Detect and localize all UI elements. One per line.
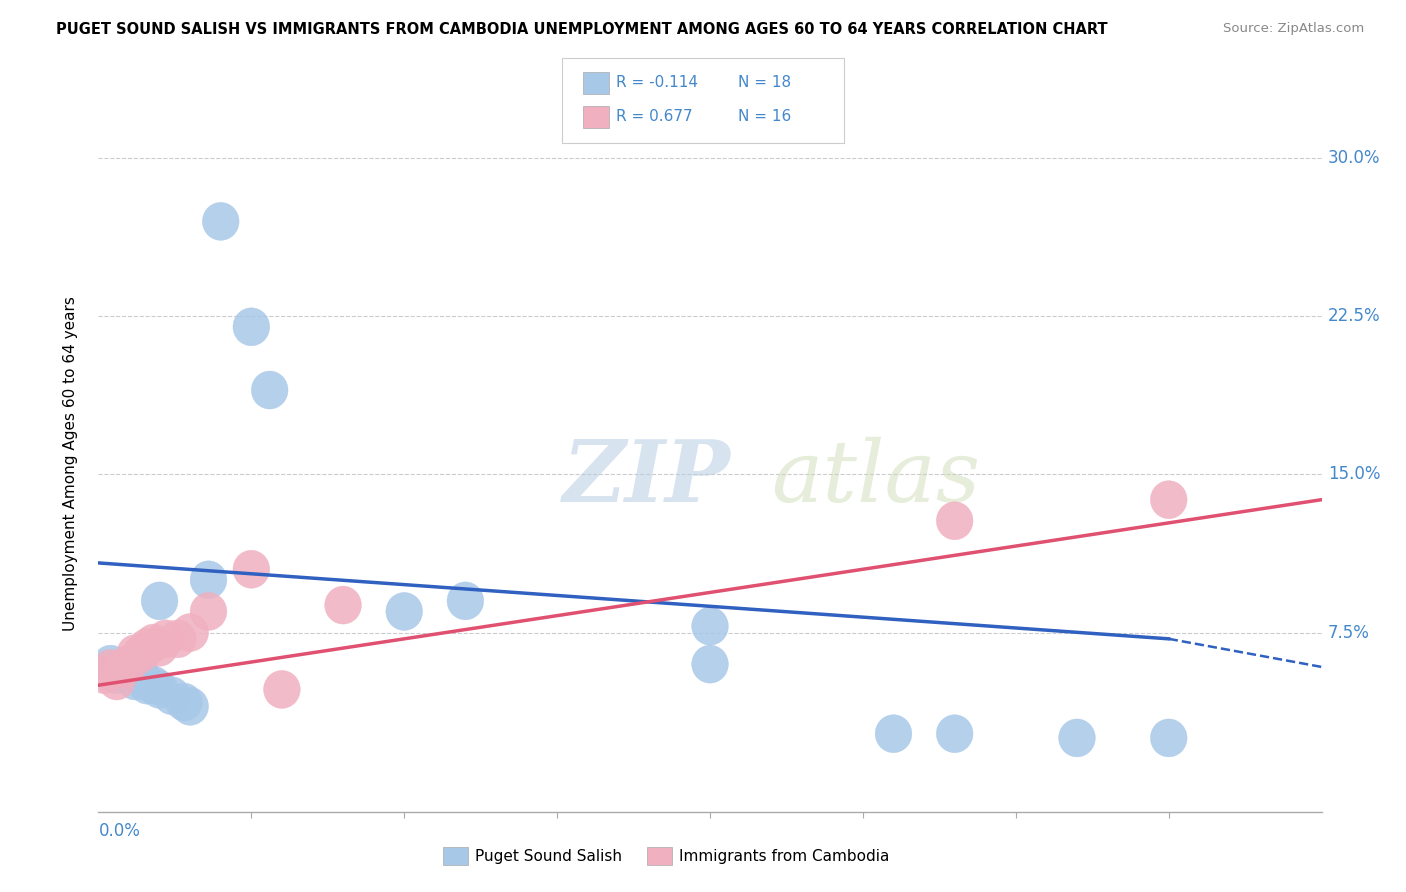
Ellipse shape — [447, 582, 484, 620]
Ellipse shape — [104, 649, 141, 688]
Ellipse shape — [117, 634, 153, 673]
Ellipse shape — [172, 614, 208, 651]
Ellipse shape — [141, 671, 179, 708]
Ellipse shape — [98, 656, 135, 694]
Ellipse shape — [93, 649, 129, 688]
Ellipse shape — [166, 683, 202, 721]
Ellipse shape — [141, 582, 179, 620]
Text: R = 0.677: R = 0.677 — [616, 110, 692, 124]
Text: Source: ZipAtlas.com: Source: ZipAtlas.com — [1223, 22, 1364, 36]
Text: 7.5%: 7.5% — [1327, 624, 1369, 641]
Ellipse shape — [1150, 719, 1187, 757]
Ellipse shape — [172, 688, 208, 725]
Ellipse shape — [233, 550, 270, 588]
Ellipse shape — [98, 662, 135, 700]
Ellipse shape — [111, 645, 148, 683]
Ellipse shape — [129, 628, 166, 666]
Ellipse shape — [148, 620, 184, 657]
Text: ZIP: ZIP — [564, 436, 731, 519]
Text: N = 18: N = 18 — [738, 76, 792, 90]
Ellipse shape — [202, 202, 239, 240]
Text: N = 16: N = 16 — [738, 110, 792, 124]
Ellipse shape — [122, 656, 160, 694]
Ellipse shape — [936, 502, 973, 540]
Text: Puget Sound Salish: Puget Sound Salish — [475, 849, 623, 863]
Ellipse shape — [86, 656, 122, 694]
Ellipse shape — [936, 714, 973, 753]
Text: 15.0%: 15.0% — [1327, 466, 1381, 483]
Ellipse shape — [141, 628, 179, 666]
Ellipse shape — [252, 371, 288, 409]
Ellipse shape — [117, 662, 153, 700]
Ellipse shape — [190, 592, 226, 631]
Text: PUGET SOUND SALISH VS IMMIGRANTS FROM CAMBODIA UNEMPLOYMENT AMONG AGES 60 TO 64 : PUGET SOUND SALISH VS IMMIGRANTS FROM CA… — [56, 22, 1108, 37]
Ellipse shape — [692, 645, 728, 683]
Ellipse shape — [1059, 719, 1095, 757]
Y-axis label: Unemployment Among Ages 60 to 64 years: Unemployment Among Ages 60 to 64 years — [63, 296, 77, 632]
Ellipse shape — [111, 645, 148, 683]
Text: atlas: atlas — [772, 436, 980, 519]
Text: 22.5%: 22.5% — [1327, 307, 1381, 326]
Ellipse shape — [190, 561, 226, 599]
Text: Immigrants from Cambodia: Immigrants from Cambodia — [679, 849, 890, 863]
Ellipse shape — [875, 714, 912, 753]
Ellipse shape — [93, 645, 129, 683]
Ellipse shape — [129, 666, 166, 704]
Text: 30.0%: 30.0% — [1327, 149, 1381, 167]
Ellipse shape — [263, 671, 301, 708]
Ellipse shape — [1150, 481, 1187, 518]
Text: R = -0.114: R = -0.114 — [616, 76, 697, 90]
Ellipse shape — [135, 624, 172, 662]
Ellipse shape — [153, 677, 190, 714]
Ellipse shape — [122, 634, 160, 673]
Ellipse shape — [385, 592, 423, 631]
Ellipse shape — [104, 649, 141, 688]
Ellipse shape — [325, 586, 361, 624]
Ellipse shape — [160, 620, 197, 657]
Ellipse shape — [233, 308, 270, 346]
Ellipse shape — [692, 607, 728, 645]
Ellipse shape — [135, 666, 172, 704]
Text: 0.0%: 0.0% — [98, 822, 141, 840]
